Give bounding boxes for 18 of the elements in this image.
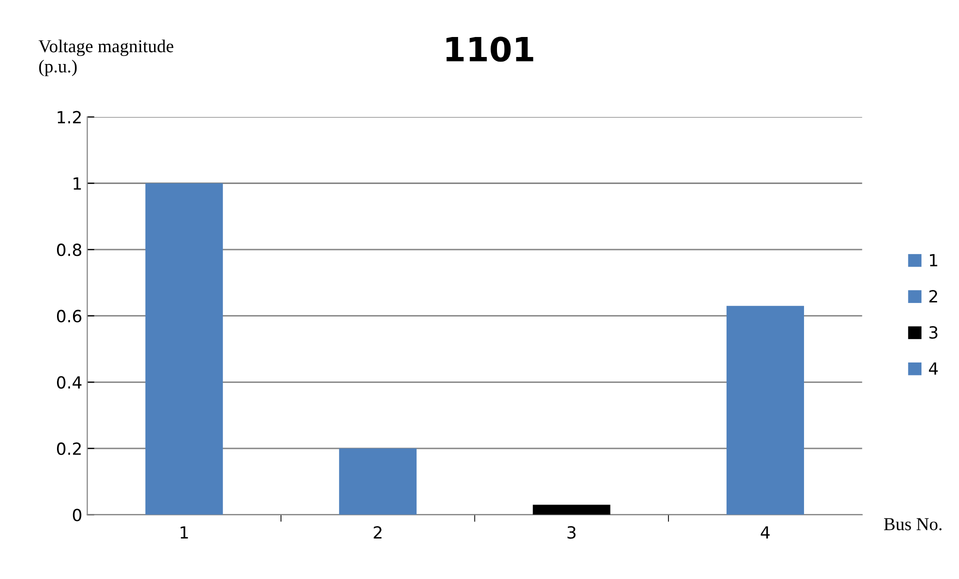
x-tick-label: 4 <box>760 526 770 539</box>
y-tick-label: 1 <box>74 177 81 190</box>
y-tick-label: 0.2 <box>57 442 81 456</box>
y-tick-label: 0.8 <box>57 244 82 256</box>
y-tick-label: 1.2 <box>58 110 81 124</box>
x-tick-label: 2 <box>374 526 382 539</box>
x-tick-label: 1 <box>180 526 188 539</box>
x-tick-label: 3 <box>568 526 576 539</box>
legend-label: 4 <box>928 362 938 375</box>
y-tick-label: 0 <box>72 508 82 522</box>
y-tick-label: 0.6 <box>57 310 82 322</box>
x-axis-title: Bus No. <box>884 518 942 530</box>
legend-label: 1 <box>930 254 938 266</box>
legend-label: 3 <box>929 326 938 339</box>
legend-label: 2 <box>929 290 938 302</box>
chart-title: 1101 <box>446 36 534 62</box>
y-axis-title: Voltage magnitude (p.u.) <box>38 40 174 76</box>
y-tick-label: 0.4 <box>57 376 82 389</box>
